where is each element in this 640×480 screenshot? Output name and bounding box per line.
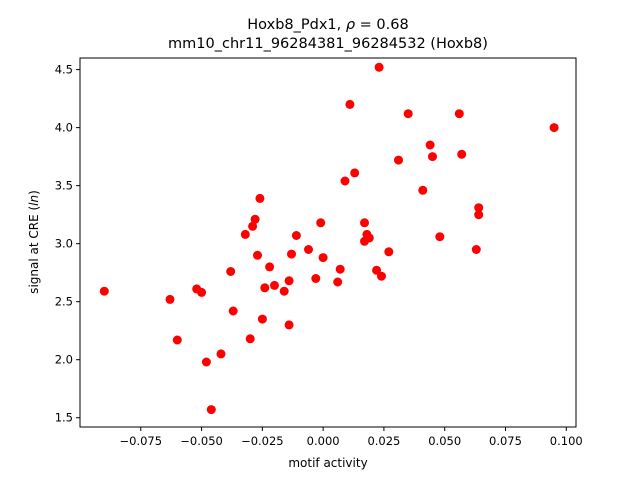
- y-tick-label: 2.0: [55, 353, 73, 367]
- data-point-14: [253, 250, 262, 260]
- data-point-10: [240, 229, 250, 239]
- x-axis-ticks: −0.075 −0.050 −0.025 0.000 0.025 0.050 0.075 0.…: [120, 427, 583, 448]
- data-point-6: [206, 405, 216, 415]
- data-point-28: [318, 253, 328, 263]
- data-point-43: [403, 109, 413, 119]
- data-point-37: [364, 233, 374, 243]
- data-point-1: [165, 294, 175, 304]
- data-point-47: [435, 232, 445, 242]
- chart-title-line1: Hoxb8_Pdx1, ρ = 0.68: [247, 17, 408, 33]
- data-point-5: [201, 357, 211, 367]
- data-point-21: [284, 276, 294, 286]
- data-point-9: [228, 306, 238, 316]
- data-point-22: [284, 320, 294, 330]
- data-point-8: [226, 267, 236, 276]
- data-point-51: [474, 210, 484, 220]
- data-point-0: [99, 286, 109, 296]
- data-point-20: [279, 286, 289, 296]
- data-point-11: [248, 221, 258, 231]
- data-point-46: [428, 152, 437, 162]
- x-tick-label: −0.025: [241, 434, 284, 448]
- data-point-34: [360, 218, 369, 228]
- data-point-48: [454, 109, 464, 119]
- data-point-27: [316, 218, 326, 228]
- data-point-15: [255, 193, 265, 203]
- data-point-16: [257, 314, 267, 324]
- data-point-19: [270, 280, 279, 290]
- data-point-33: [350, 168, 360, 178]
- y-axis-ticks: 1.5 2.0 2.5 3.0 3.5 4.0 4.5: [55, 63, 80, 425]
- data-point-2: [172, 335, 182, 345]
- data-points: [99, 62, 559, 415]
- x-tick-label: 0.000: [307, 434, 340, 448]
- data-point-45: [425, 140, 435, 150]
- data-point-39: [374, 62, 384, 72]
- y-tick-label: 3.5: [55, 179, 73, 193]
- data-point-18: [265, 262, 275, 272]
- x-tick-label: 0.075: [489, 434, 522, 448]
- data-point-26: [311, 274, 321, 283]
- data-point-44: [418, 185, 428, 195]
- data-point-24: [291, 231, 301, 240]
- plot-area-frame: [79, 57, 577, 428]
- data-point-4: [197, 287, 207, 297]
- y-tick-label: 4.0: [55, 121, 73, 135]
- x-tick-label: 0.050: [428, 434, 461, 448]
- data-point-23: [287, 249, 296, 259]
- y-tick-label: 4.5: [55, 63, 73, 77]
- x-tick-label: −0.075: [120, 434, 163, 448]
- data-point-49: [457, 149, 467, 159]
- x-tick-label: 0.100: [550, 434, 583, 448]
- y-axis-label: signal at CRE (ln): [27, 190, 41, 294]
- data-point-7: [216, 349, 226, 359]
- data-point-13: [250, 214, 260, 224]
- chart-title-line2: mm10_chr11_96284381_96284532 (Hoxb8): [168, 36, 488, 52]
- data-point-42: [394, 155, 403, 165]
- x-tick-label: 0.025: [367, 434, 400, 448]
- data-point-30: [335, 264, 345, 274]
- data-point-25: [304, 245, 313, 254]
- data-point-50: [471, 245, 481, 254]
- data-point-17: [260, 283, 270, 293]
- data-point-38: [372, 265, 382, 275]
- data-point-29: [333, 277, 343, 287]
- data-point-53: [549, 123, 559, 133]
- data-point-32: [345, 99, 355, 109]
- x-tick-label: −0.050: [180, 434, 223, 448]
- data-point-52: [474, 203, 484, 213]
- y-tick-label: 1.5: [55, 411, 73, 425]
- x-axis-label: motif activity: [288, 456, 367, 470]
- data-point-40: [377, 271, 386, 281]
- data-point-31: [340, 176, 350, 186]
- data-point-12: [245, 334, 255, 344]
- y-tick-label: 2.5: [55, 295, 73, 309]
- y-tick-label: 3.0: [55, 237, 73, 251]
- data-point-41: [384, 247, 394, 257]
